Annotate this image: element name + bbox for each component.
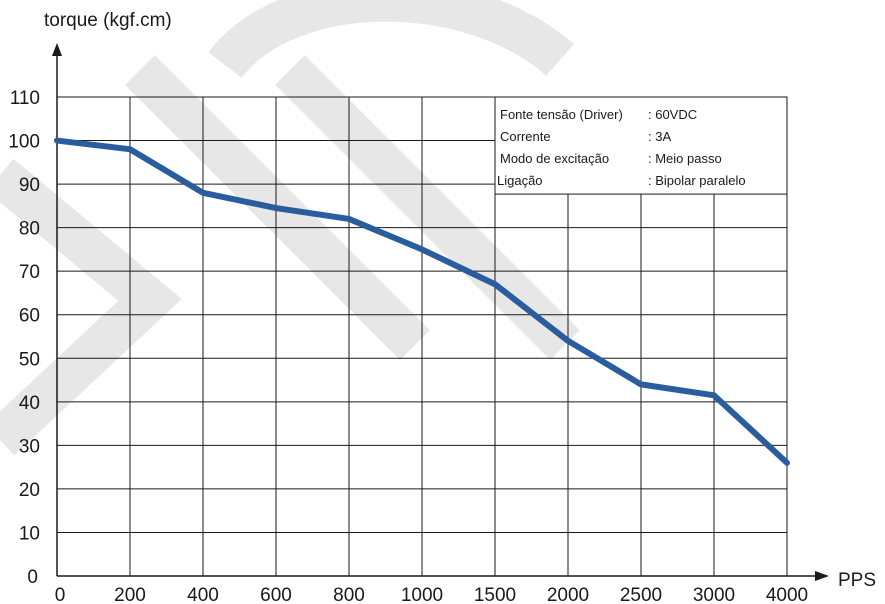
x-tick-label: 200 xyxy=(114,585,146,604)
y-axis-arrow xyxy=(52,43,62,56)
y-tick-labels: 0 10 20 30 40 50 60 70 80 90 100 110 xyxy=(8,88,40,588)
x-axis-label: PPS xyxy=(838,570,876,591)
data-point xyxy=(348,217,350,220)
info-box-rows: Fonte tensão (Driver) : 60VDC Corrente : 3A… xyxy=(497,107,746,188)
y-tick-label: 100 xyxy=(8,132,40,153)
grid-lines xyxy=(57,96,788,576)
y-tick-label: 60 xyxy=(19,306,40,327)
info-box-background xyxy=(494,96,788,195)
info-row-label: Ligação xyxy=(497,173,543,188)
x-axis-arrow xyxy=(815,571,829,581)
watermark xyxy=(0,0,580,456)
x-tick-label: 0 xyxy=(55,585,66,604)
info-row-label: Modo de excitação xyxy=(500,151,609,166)
x-tick-label: 2500 xyxy=(620,585,662,604)
info-row-value: : Bipolar paralelo xyxy=(648,173,746,188)
x-tick-label: 1000 xyxy=(401,585,443,604)
x-tick-label: 1500 xyxy=(474,585,516,604)
data-point xyxy=(494,283,496,286)
info-row-label: Corrente xyxy=(500,129,551,144)
data-point xyxy=(567,339,569,342)
x-tick-label: 2000 xyxy=(547,585,589,604)
y-axis-label: torque (kgf.cm) xyxy=(44,10,172,31)
y-tick-label: 10 xyxy=(19,523,40,544)
info-row-value: : Meio passo xyxy=(648,151,722,166)
series xyxy=(54,137,790,466)
data-point xyxy=(202,191,204,194)
data-point xyxy=(56,139,58,142)
x-tick-label: 600 xyxy=(260,585,292,604)
y-tick-label: 70 xyxy=(19,262,40,283)
y-tick-label: 50 xyxy=(19,349,40,370)
x-tick-labels: 0 200 400 600 800 1000 1500 2000 2500 3000 4000 xyxy=(55,585,808,604)
y-tick-label: 40 xyxy=(19,393,40,414)
info-row-label: Fonte tensão (Driver) xyxy=(500,107,623,122)
y-tick-label: 80 xyxy=(19,219,40,240)
info-row-value: : 60VDC xyxy=(648,107,697,122)
y-tick-label: 20 xyxy=(19,480,40,501)
info-row-value: : 3A xyxy=(648,129,671,144)
x-tick-label: 4000 xyxy=(766,585,808,604)
y-tick-label: 110 xyxy=(10,88,40,109)
data-point xyxy=(786,461,788,464)
y-tick-label: 90 xyxy=(19,175,40,196)
data-point xyxy=(713,394,715,397)
y-tick-label: 30 xyxy=(19,436,40,457)
x-tick-label: 3000 xyxy=(693,585,735,604)
info-box: Fonte tensão (Driver) : 60VDC Corrente : 3A… xyxy=(494,96,788,195)
y-tick-label: 0 xyxy=(27,567,38,588)
x-tick-label: 800 xyxy=(333,585,365,604)
data-point xyxy=(640,383,642,386)
data-point xyxy=(129,148,131,151)
data-point xyxy=(275,207,277,210)
x-tick-label: 400 xyxy=(187,585,219,604)
data-point xyxy=(421,248,423,251)
